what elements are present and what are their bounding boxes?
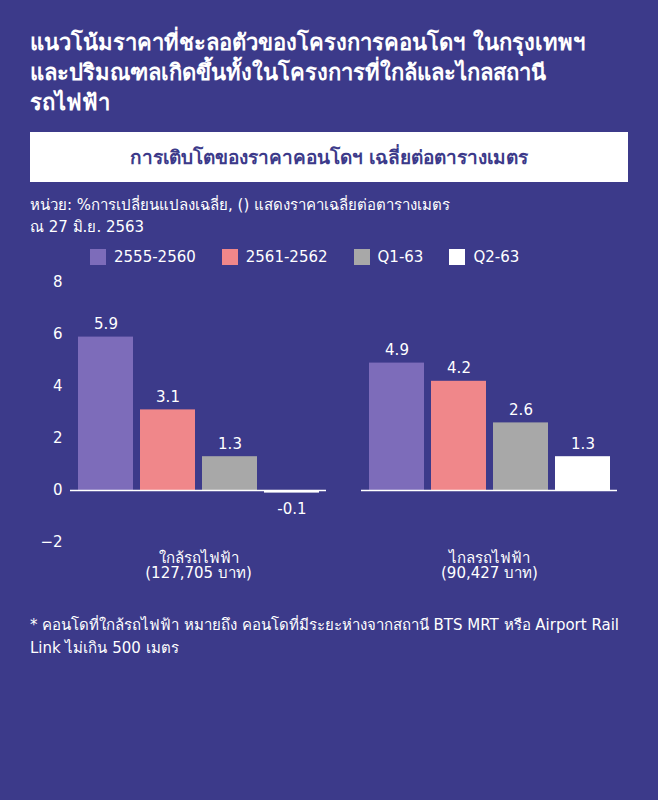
html-text:2561-2562: 2561-2562 [245,248,328,266]
svg-text:ใกล้รถไฟฟ้า(127,705 บาท): ใกล้รถไฟฟ้า(127,705 บาท) [145,549,252,582]
svg-text:5.9: 5.9 [94,315,118,333]
html-text:การเติบโตของราคาคอนโดฯ เฉลี่ยต: การเติบโตของราคาคอนโดฯ เฉลี่ยต่อตารางเมต… [129,146,529,168]
html-text:Q1-63: Q1-63 [377,248,424,266]
html-text:* คอนโดที่ใกล้รถไฟฟ้า หมายถึง: * คอนโดที่ใกล้รถไฟฟ้า หมายถึง คอนโดที่มี… [30,616,619,657]
html-text:หน่วย: %การเปลี่ยนแปลงเฉลี่ย,: หน่วย: %การเปลี่ยนแปลงเฉลี่ย, () แสดงราค… [30,196,451,214]
svg-text:−2: −2 [40,533,62,551]
html-text:Q2-63: Q2-63 [473,248,520,266]
svg-text:6: 6 [53,325,63,343]
svg-text:4.9: 4.9 [385,341,409,359]
html-text:ณ 27 มิ.ย. 2563: ณ 27 มิ.ย. 2563 [30,218,145,236]
svg-text:2: 2 [53,429,63,447]
html-text:แนวโน้มราคาที่ชะลอตัวของโครงกา: แนวโน้มราคาที่ชะลอตัวของโครงการคอนโดฯ ใน… [30,30,585,115]
svg-text:3.1: 3.1 [156,388,180,406]
svg-text:1.3: 1.3 [218,435,242,453]
svg-text:4.2: 4.2 [447,359,471,377]
svg-text:1.3: 1.3 [571,435,595,453]
svg-text:2.6: 2.6 [509,401,533,419]
svg-text:0: 0 [53,481,63,499]
svg-text:ไกลรถไฟฟ้า(90,427 บาท): ไกลรถไฟฟ้า(90,427 บาท) [441,549,538,582]
svg-text:8: 8 [53,273,63,291]
svg-text:-0.1: -0.1 [277,500,306,518]
svg-text:4: 4 [53,377,63,395]
html-text:2555-2560: 2555-2560 [114,248,196,266]
